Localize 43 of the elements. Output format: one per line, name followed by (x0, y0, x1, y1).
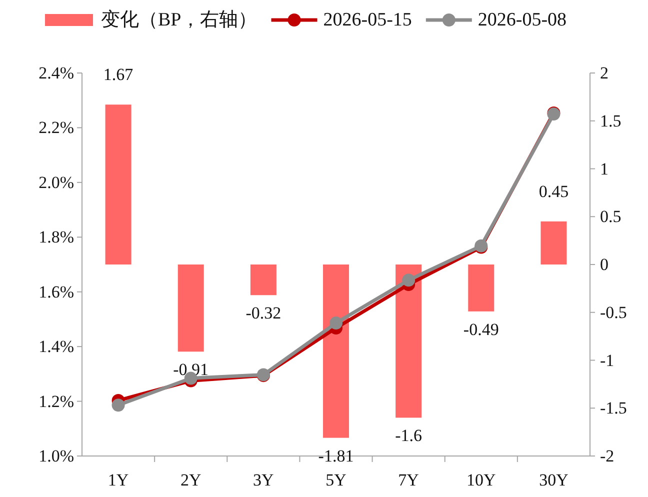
legend-label: 2026-05-08 (478, 10, 567, 30)
legend-label: 变化（BP，右轴） (101, 8, 258, 30)
x-tick-label: 30Y (539, 470, 568, 490)
y2-tick-label: -1 (600, 350, 614, 370)
x-tick-label: 2Y (180, 470, 202, 490)
data-label: -1.81 (318, 446, 354, 466)
bar (323, 264, 349, 438)
y-tick-label: 1.0% (38, 446, 74, 466)
y2-tick-label: 2 (600, 64, 608, 82)
point (112, 398, 125, 412)
x-tick-label: 1Y (108, 470, 129, 490)
point (402, 274, 416, 287)
bar (250, 264, 276, 296)
data-label: 0.45 (538, 182, 569, 201)
x-tick-label: 3Y (253, 470, 274, 490)
data-label: 1.67 (103, 65, 134, 84)
y-tick-label: 1.8% (38, 228, 74, 247)
bar (540, 221, 567, 264)
y-tick-label: 1.2% (38, 392, 74, 411)
y2-tick-label: 0 (600, 255, 608, 274)
y-tick-label: 2.0% (38, 172, 74, 192)
x-tick-label: 7Y (398, 470, 419, 490)
y2-tick-label: 0.5 (600, 207, 622, 226)
bar (396, 264, 422, 418)
x-tick-label: 5Y (326, 470, 346, 490)
y-tick-label: 1.6% (38, 282, 74, 302)
bar (105, 104, 132, 264)
data-label: -1.6 (395, 426, 422, 446)
point (330, 316, 342, 330)
y2-tick-label: -0.5 (600, 302, 627, 322)
y-tick-label: 1.4% (38, 337, 74, 356)
y2-tick-label: -2 (600, 446, 614, 466)
x-tick-label: 10Y (466, 470, 496, 490)
bar (468, 264, 494, 312)
data-label: -0.32 (246, 304, 282, 323)
y2-tick-label: -1.5 (600, 398, 627, 418)
y2-tick-label: 1 (600, 159, 608, 178)
legend-label: 2026-05-15 (323, 10, 412, 30)
y2-tick-label: 1.5 (600, 111, 622, 130)
y-tick-label: 2.2% (38, 118, 74, 138)
bar (178, 264, 204, 352)
data-label: -0.49 (463, 320, 499, 339)
y-tick-label: 2.4% (38, 64, 74, 82)
